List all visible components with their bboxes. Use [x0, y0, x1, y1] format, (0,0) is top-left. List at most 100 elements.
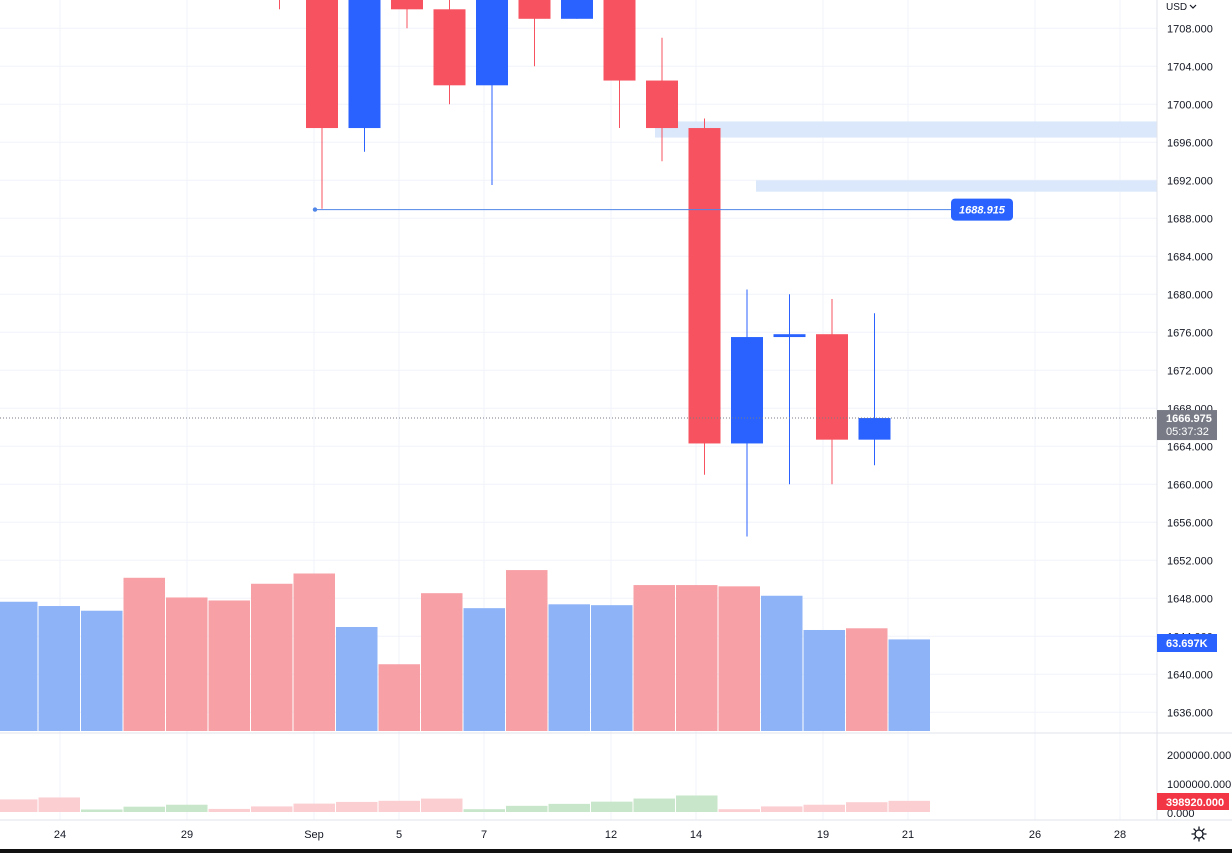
price-tick-label: 1700.000: [1167, 99, 1213, 111]
time-tick-label: 21: [902, 829, 914, 841]
time-tick-label: 28: [1114, 829, 1126, 841]
oscillator-bar: [336, 801, 378, 812]
oscillator-bar: [888, 800, 930, 812]
oscillator-bar: [0, 799, 38, 812]
time-tick-label: 19: [817, 829, 829, 841]
oscillator-bar: [208, 808, 250, 812]
price-tick-label: 1684.000: [1167, 251, 1213, 263]
oscillator-bar: [633, 798, 675, 812]
oscillator-bar: [251, 806, 293, 812]
last-price-value: 1666.975: [1166, 413, 1212, 425]
settings-button[interactable]: [1186, 825, 1212, 847]
volume-value: 63.697K: [1166, 638, 1208, 650]
oscillator-layer: [0, 795, 930, 812]
oscillator-tick-label: 1000000.000: [1167, 779, 1231, 791]
currency-selector-button[interactable]: USD: [1166, 0, 1197, 14]
candle-body: [603, 0, 636, 81]
time-tick-label: 29: [181, 829, 193, 841]
price-tick-label: 1688.000: [1167, 213, 1213, 225]
volume-bar: [888, 639, 930, 731]
volume-bar: [761, 595, 803, 731]
volume-bar: [378, 664, 420, 731]
volume-bar: [463, 608, 505, 731]
horizontal-line-anchor: [312, 207, 318, 212]
candles-layer: [279, 0, 891, 537]
volume-bar: [81, 610, 123, 731]
volume-bar: [208, 600, 250, 731]
time-tick-label: 5: [396, 829, 402, 841]
volume-bar: [846, 628, 888, 731]
candle-body: [306, 0, 338, 129]
volume-layer: [0, 570, 930, 731]
overlays-layer: 1688.915: [0, 198, 1157, 419]
time-tick-label: 7: [481, 829, 487, 841]
oscillator-bar: [803, 804, 845, 812]
time-tick-label: 26: [1029, 829, 1041, 841]
candle-body: [433, 9, 466, 86]
oscillator-bar: [166, 804, 208, 812]
volume-bar: [0, 601, 38, 731]
price-tick-label: 1664.000: [1167, 441, 1213, 453]
volume-bar: [421, 593, 463, 731]
price-tick-label: 1676.000: [1167, 327, 1213, 339]
zone-rect: [655, 121, 1157, 138]
candle-body: [816, 334, 848, 440]
time-axis[interactable]: 24 29 Sep 5 7 12 14 19 21 26 28: [54, 829, 1126, 841]
time-tick-label: 14: [690, 829, 702, 841]
oscillator-bar: [38, 797, 80, 812]
time-tick-label: 12: [605, 829, 617, 841]
oscillator-bar: [761, 806, 803, 812]
candle-body: [688, 128, 721, 444]
price-tick-label: 1636.000: [1167, 707, 1213, 719]
price-tick-label: 1704.000: [1167, 61, 1213, 73]
volume-badge: [1157, 634, 1217, 652]
oscillator-value: 398920.000: [1166, 797, 1224, 809]
oscillator-tick-label: 2000000.000: [1167, 750, 1231, 762]
volume-bar: [293, 573, 335, 731]
last-price-badge: [1157, 410, 1217, 441]
candle-body: [731, 337, 763, 444]
oscillator-bar: [378, 800, 420, 812]
currency-label: USD: [1166, 1, 1188, 13]
price-tick-label: 1648.000: [1167, 593, 1213, 605]
volume-bar: [506, 570, 548, 731]
volume-bar: [336, 626, 378, 731]
volume-bar: [803, 629, 845, 731]
price-tick-label: 1652.000: [1167, 555, 1213, 567]
price-tick-label: 1696.000: [1167, 137, 1213, 149]
time-tick-label: 24: [54, 829, 66, 841]
volume-bar: [123, 577, 165, 731]
horizontal-line-label-bg: [951, 198, 1013, 221]
oscillator-bar: [293, 803, 335, 812]
price-tick-label: 1692.000: [1167, 175, 1213, 187]
candle-body: [348, 0, 381, 129]
oscillator-bar: [506, 805, 548, 812]
price-axis[interactable]: 1708.000 1704.000 1700.000 1696.000 1692.000…: [1156, 0, 1217, 820]
gear-icon: [1191, 825, 1207, 847]
volume-bar: [251, 583, 293, 731]
price-tick-label: 1656.000: [1167, 517, 1213, 529]
price-tick-label: 1640.000: [1167, 669, 1213, 681]
volume-bar: [38, 606, 80, 731]
last-price-countdown: 05:37:32: [1166, 426, 1209, 438]
volume-bar: [718, 586, 760, 731]
price-tick-label: 1680.000: [1167, 289, 1213, 301]
price-tick-label: 1660.000: [1167, 479, 1213, 491]
volume-bar: [633, 585, 675, 731]
candle-body: [476, 0, 508, 86]
volume-bar: [166, 597, 208, 731]
time-tick-label: Sep: [304, 829, 324, 841]
oscillator-bar: [463, 809, 505, 812]
oscillator-bar: [548, 803, 590, 812]
volume-bar: [676, 585, 718, 731]
candle-body: [858, 418, 891, 440]
candle-body: [646, 80, 678, 129]
candle-body: [773, 334, 806, 338]
horizontal-line-label: 1688.915: [959, 205, 1006, 217]
oscillator-badge: [1157, 793, 1229, 810]
volume-bar: [548, 604, 590, 731]
oscillator-bar: [676, 795, 718, 812]
oscillator-bar: [846, 802, 888, 812]
